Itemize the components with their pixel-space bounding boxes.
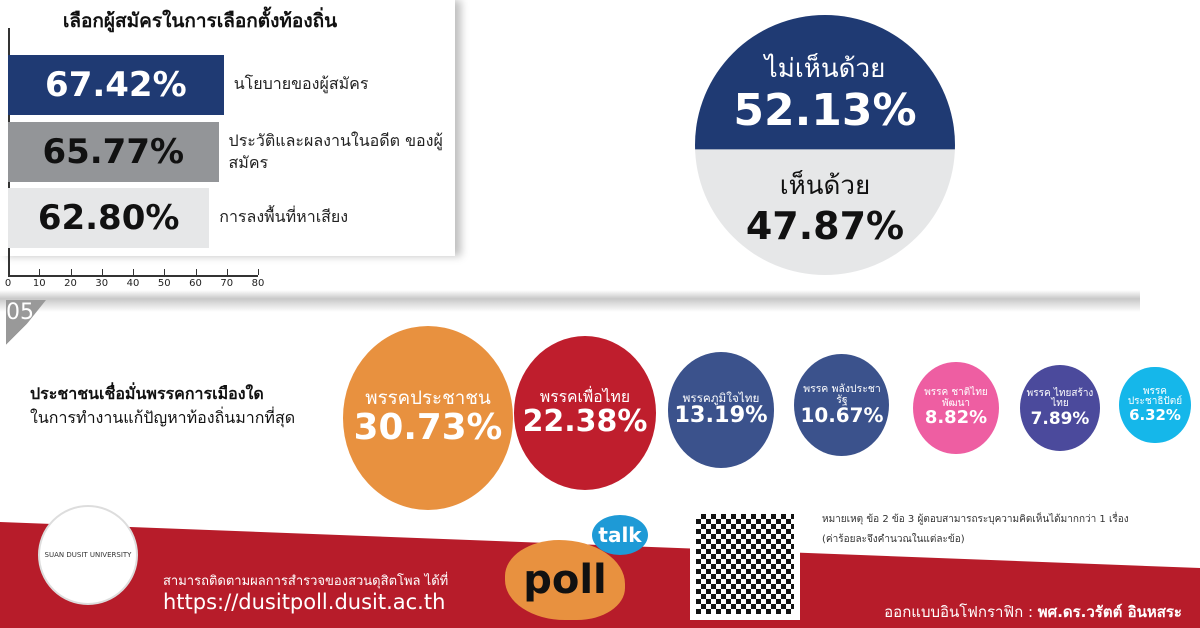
party-bubble: พรรคเพื่อไทย 22.38% [513,335,657,491]
x-axis [8,275,258,277]
qr-code[interactable] [690,508,800,620]
party-name: พรรค ไทยสร้างไทย [1026,387,1094,410]
x-tick-mark [164,269,166,275]
x-tick-label: 10 [32,278,46,289]
bar-value-label: 67.42% [45,65,187,105]
dusit-poll-logo: poll [505,540,625,620]
party-name: พรรค พลังประชารัฐ [803,382,881,406]
party-name: พรรคประชาชน [365,388,491,410]
bar-chart-card: เลือกผู้สมัครในการเลือกตั้งท้องถิ่น 67.4… [0,0,455,289]
logo-text: SUAN DUSIT UNIVERSITY [44,551,132,559]
party-value: 7.89% [1030,407,1090,428]
question-title: ประชาชนเชื่อมั่นพรรคการเมืองใด [30,384,264,403]
note-text: หมายเหตุ ข้อ 2 ข้อ 3 ผู้ตอบสามารถระบุควา… [822,514,1129,525]
x-tick-label: 20 [64,278,77,289]
x-tick-label: 70 [220,278,234,289]
x-tick-label: 0 [4,278,12,289]
bar-category-label: นโยบายของผู้สมัคร [233,74,369,93]
x-tick-mark [226,269,228,275]
party-value: 6.32% [1129,405,1181,424]
party-value: 13.19% [674,402,768,429]
party-value: 30.73% [353,407,503,449]
pie-chart [695,15,955,275]
x-tick-mark [39,269,41,275]
x-tick-mark [70,269,72,275]
x-tick-mark [195,269,197,275]
party-bubble: พรรคภูมิใจไทย 13.19% [667,352,775,468]
credit-label: ออกแบบอินโฟกราฟิก : [884,603,1038,621]
x-tick-label: 30 [95,278,109,289]
x-tick-mark [258,269,259,275]
website-link[interactable]: https://dusitpoll.dusit.ac.th [163,590,446,614]
bar-value-label: 65.77% [42,132,185,172]
bar: 65.77% [8,122,219,182]
party-name: พรรคภูมิใจไทย [682,391,760,406]
x-tick-label: 80 [251,278,265,289]
party-bubble: พรรคประชาชน 30.73% [343,326,513,510]
note-subtext: (ค่าร้อยละจึงคำนวณในแต่ละข้อ) [822,534,965,545]
agree-label: เห็นด้วย 47.87% [690,165,960,246]
x-tick-mark [133,269,134,275]
agree-text: เห็นด้วย [779,171,871,201]
x-tick-label: 50 [157,278,171,289]
bar-value-label: 62.80% [37,198,180,238]
talk-bubble-logo: talk [592,515,648,555]
follow-text: สามารถติดตามผลการสำรวจของสวนดุสิตโพล ได้… [163,574,449,589]
question-5: ประชาชนเชื่อมั่นพรรคการเมืองใด ในการทำงา… [30,382,295,430]
party-name: พรรค ประชาธิปัตย์ [1127,385,1183,408]
disagree-label: ไม่เห็นด้วย 52.13% [690,48,960,133]
disagree-text: ไม่เห็นด้วย [764,54,886,84]
party-bubble: พรรค พลังประชารัฐ 10.67% [794,353,890,457]
agree-value: 47.87% [745,204,905,248]
bar-chart-title: เลือกผู้สมัครในการเลือกตั้งท้องถิ่น [62,10,338,32]
university-logo: SUAN DUSIT UNIVERSITY [38,505,138,605]
section-divider [0,290,1140,312]
party-value: 10.67% [800,403,884,428]
x-tick-mark [8,269,9,275]
credit: ออกแบบอินโฟกราฟิก : พศ.ดร.วรัตต์ อินหสระ [884,600,1182,624]
bar-category-label: ประวัติและผลงานในอดีต ของผู้สมัคร [228,131,443,172]
party-name: พรรค ชาติไทยพัฒนา [924,387,988,409]
talk-logo-text: talk [598,523,642,547]
bar-category-label: การลงพื้นที่หาเสียง [219,207,349,226]
poll-logo-text: poll [523,557,607,603]
party-value: 22.38% [522,403,648,439]
party-bubble: พรรค ประชาธิปัตย์ 6.32% [1119,366,1191,444]
party-value: 8.82% [924,407,988,429]
x-tick-label: 60 [189,278,202,289]
x-tick-label: 40 [126,278,140,289]
disagree-value: 52.13% [733,85,917,136]
bar: 67.42% [8,55,224,115]
party-name: พรรคเพื่อไทย [539,387,631,407]
party-bubble: พรรค ไทยสร้างไทย 7.89% [1019,364,1101,452]
question-subtitle: ในการทำงานแก้ปัญหาท้องถิ่นมากที่สุด [30,408,296,427]
party-bubble: พรรค ชาติไทยพัฒนา 8.82% [913,361,999,455]
credit-name: พศ.ดร.วรัตต์ อินหสระ [1037,603,1182,621]
x-tick-mark [101,269,103,275]
bar: 62.80% [8,188,210,248]
